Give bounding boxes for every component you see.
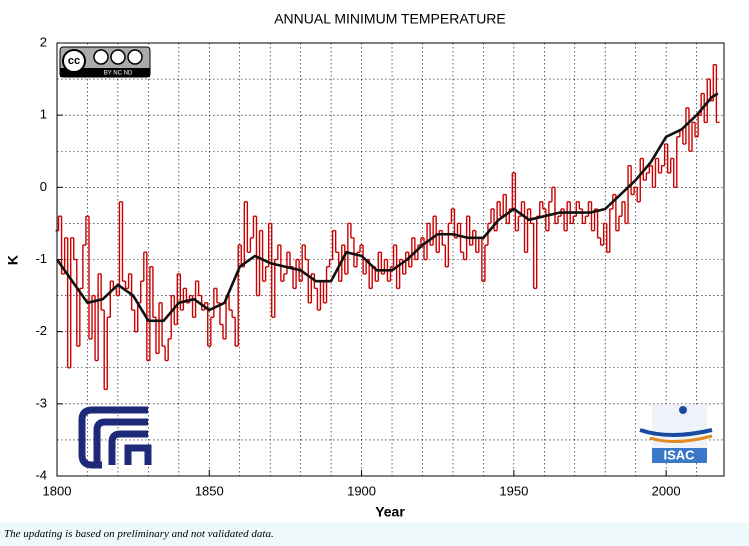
y-tick-label: -4 xyxy=(35,467,47,482)
y-tick-label: 1 xyxy=(40,107,47,122)
x-tick-label: 2000 xyxy=(652,483,681,498)
plot-frame xyxy=(56,42,725,477)
x-tick-label: 1900 xyxy=(347,483,376,498)
y-tick-label: -1 xyxy=(35,251,47,266)
y-axis-label: K xyxy=(5,255,21,265)
plot-area xyxy=(55,42,725,477)
cc-text: cc xyxy=(68,55,80,67)
cc-terms: BY NC ND xyxy=(104,71,133,77)
x-tick-label: 1950 xyxy=(499,483,528,498)
y-tick-label: 0 xyxy=(40,179,47,194)
smoothed-line xyxy=(55,92,719,323)
x-axis-label: Year xyxy=(375,504,405,520)
isac-text: ISAC xyxy=(663,447,695,462)
y-tick-label: -3 xyxy=(35,395,47,410)
cc-logo: cc BY NC ND xyxy=(59,46,151,78)
isac-logo: ISAC xyxy=(639,405,713,463)
y-tick-label: -2 xyxy=(35,323,47,338)
x-tick-label: 1800 xyxy=(43,483,72,498)
chart: ANNUAL MINIMUM TEMPERATURE Year K cc BY … xyxy=(5,11,725,520)
y-tick-label: 2 xyxy=(40,34,47,49)
step-riser xyxy=(57,64,718,390)
chart-title: ANNUAL MINIMUM TEMPERATURE xyxy=(274,11,506,27)
x-tick-label: 1850 xyxy=(195,483,224,498)
cnr-logo xyxy=(78,406,152,469)
footer-note: The updating is based on preliminary and… xyxy=(0,522,749,546)
